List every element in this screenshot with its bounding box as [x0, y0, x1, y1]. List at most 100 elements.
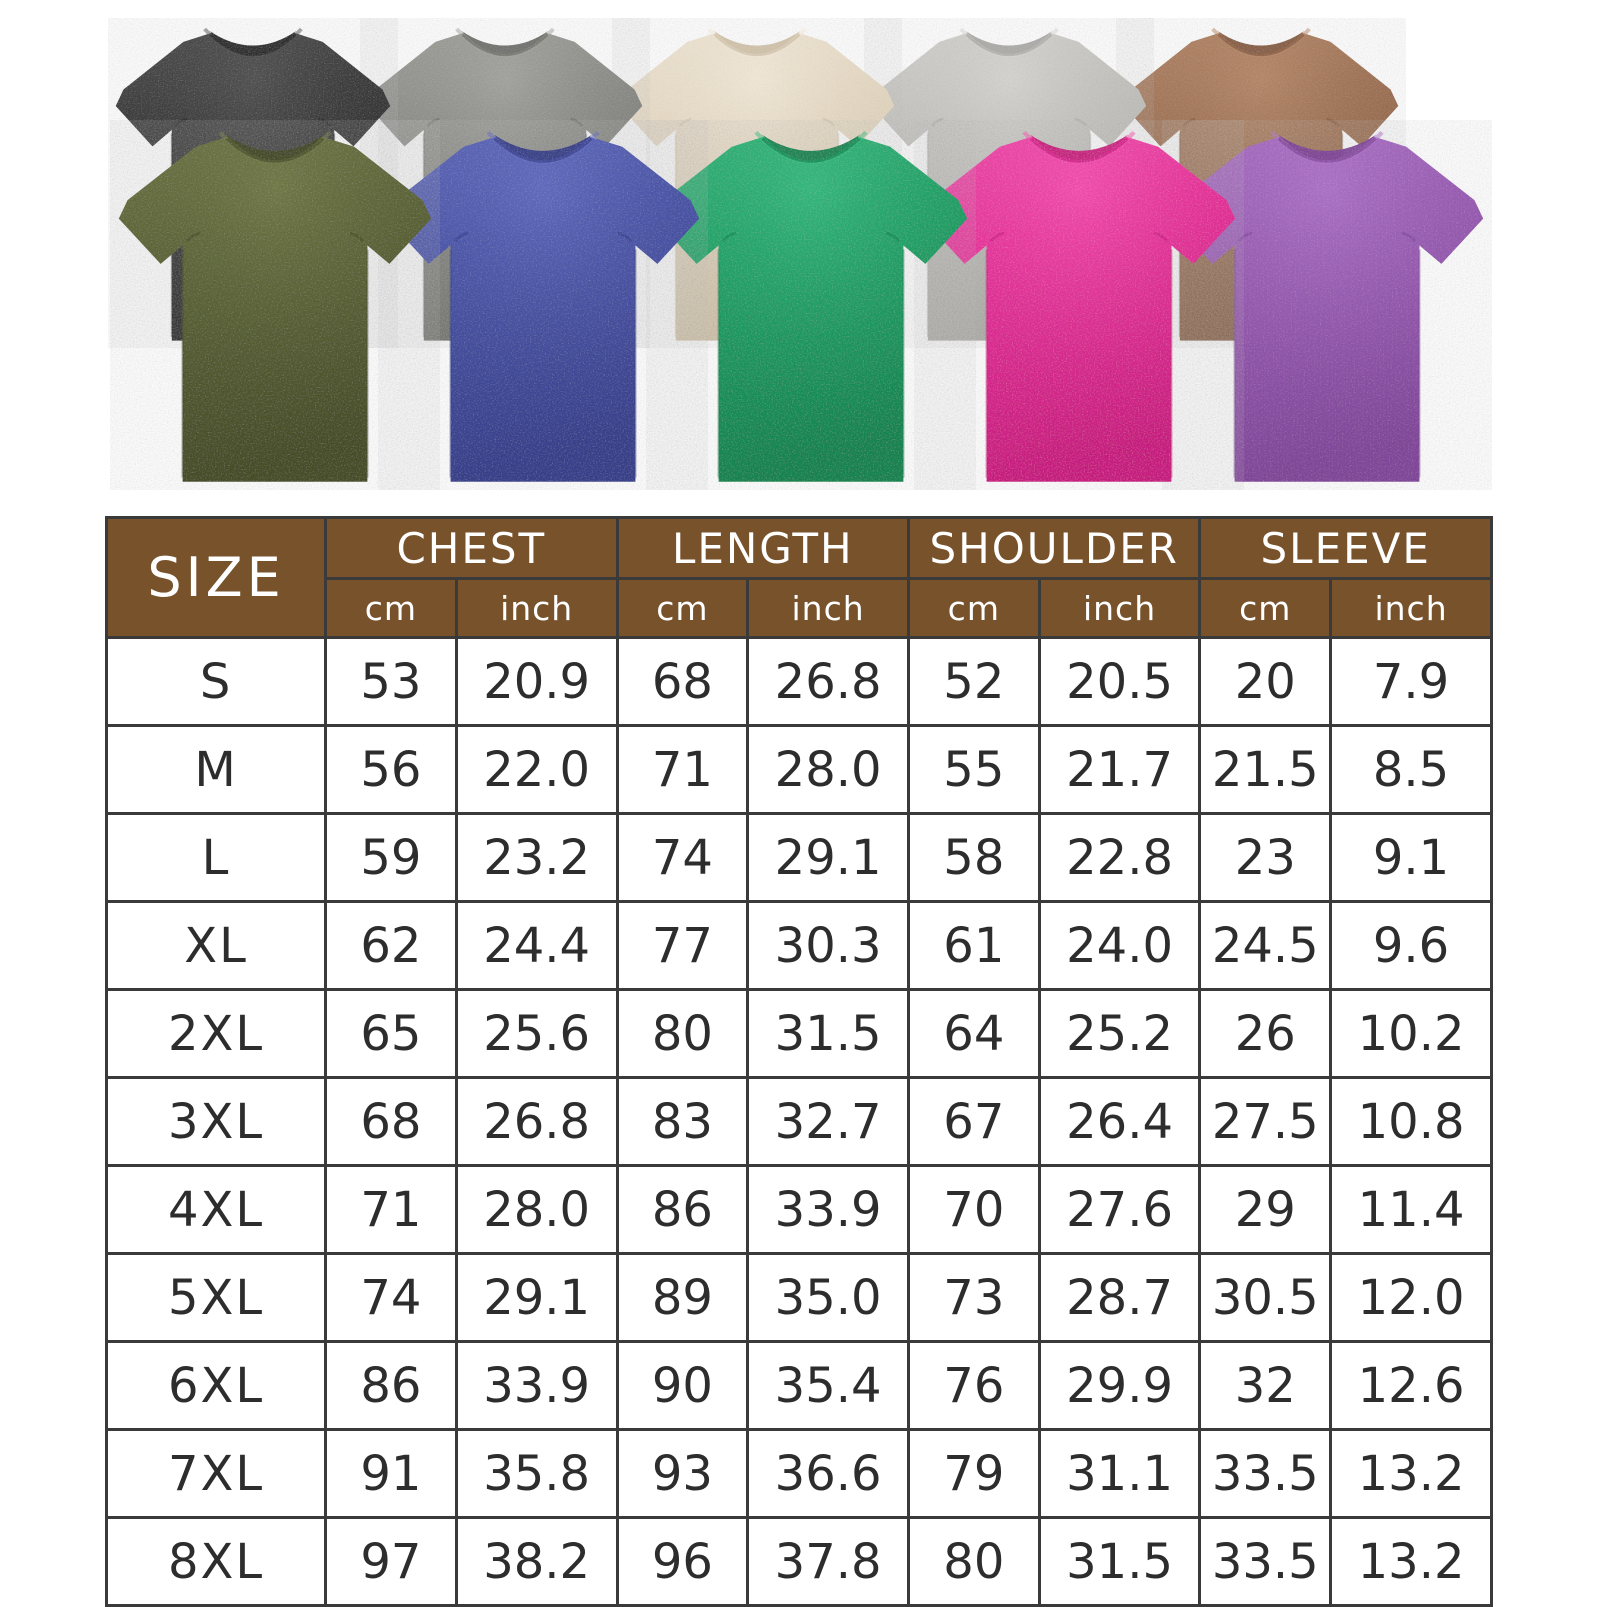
cell-measurement: 55	[907, 724, 1041, 815]
cell-measurement: 21.5	[1198, 724, 1333, 815]
cell-measurement: 28.7	[1037, 1252, 1202, 1343]
cell-size: 3XL	[104, 1076, 328, 1167]
cell-measurement: 58	[907, 812, 1041, 903]
cell-size: 6XL	[104, 1340, 328, 1431]
cell-measurement: 89	[615, 1252, 750, 1343]
cell-measurement: 35.8	[454, 1428, 619, 1519]
cell-measurement: 86	[615, 1164, 750, 1255]
header-group-chest: CHEST	[324, 516, 619, 580]
header-size: SIZE	[104, 516, 328, 639]
cell-measurement: 21.7	[1037, 724, 1202, 815]
size-chart-container: SIZE CHEST LENGTH SHOULDER SLEEVE cm inc…	[104, 516, 1493, 1607]
cell-measurement: 26	[1198, 988, 1333, 1079]
cell-size: 5XL	[104, 1252, 328, 1343]
cell-measurement: 13.2	[1329, 1516, 1493, 1607]
cell-measurement: 20	[1198, 636, 1333, 727]
cell-measurement: 86	[324, 1340, 458, 1431]
cell-size: M	[104, 724, 328, 815]
tshirt-pink	[914, 120, 1244, 490]
size-chart-body: S 53 20.9 68 26.8 52 20.5 20 7.9 M 56 22.0 71 28.0 55 2…	[104, 636, 1493, 1607]
cell-measurement: 59	[324, 812, 458, 903]
cell-measurement: 22.0	[454, 724, 619, 815]
cell-measurement: 36.6	[746, 1428, 910, 1519]
cell-size: L	[104, 812, 328, 903]
cell-measurement: 97	[324, 1516, 458, 1607]
cell-measurement: 91	[324, 1428, 458, 1519]
cell-measurement: 31.5	[1037, 1516, 1202, 1607]
cell-measurement: 80	[615, 988, 750, 1079]
cell-measurement: 71	[615, 724, 750, 815]
cell-measurement: 24.5	[1198, 900, 1333, 991]
cell-measurement: 71	[324, 1164, 458, 1255]
header-unit-sleeve-cm: cm	[1198, 577, 1333, 639]
size-chart-header: SIZE CHEST LENGTH SHOULDER SLEEVE cm inc…	[104, 516, 1493, 639]
cell-measurement: 9.1	[1329, 812, 1493, 903]
cell-measurement: 24.0	[1037, 900, 1202, 991]
table-row: 5XL 74 29.1 89 35.0 73 28.7 30.5 12.0	[104, 1252, 1493, 1343]
cell-measurement: 33.5	[1198, 1516, 1333, 1607]
table-row: 7XL 91 35.8 93 36.6 79 31.1 33.5 13.2	[104, 1428, 1493, 1519]
header-unit-sleeve-inch: inch	[1329, 577, 1493, 639]
cell-measurement: 73	[907, 1252, 1041, 1343]
cell-measurement: 62	[324, 900, 458, 991]
cell-measurement: 13.2	[1329, 1428, 1493, 1519]
cell-measurement: 30.5	[1198, 1252, 1333, 1343]
header-unit-chest-inch: inch	[454, 577, 619, 639]
header-unit-chest-cm: cm	[324, 577, 458, 639]
cell-measurement: 74	[615, 812, 750, 903]
header-unit-length-cm: cm	[615, 577, 750, 639]
cell-measurement: 29.9	[1037, 1340, 1202, 1431]
cell-measurement: 70	[907, 1164, 1041, 1255]
cell-measurement: 10.8	[1329, 1076, 1493, 1167]
tshirt-blue	[378, 120, 708, 490]
cell-measurement: 25.6	[454, 988, 619, 1079]
table-row: 2XL 65 25.6 80 31.5 64 25.2 26 10.2	[104, 988, 1493, 1079]
cell-measurement: 68	[615, 636, 750, 727]
cell-measurement: 83	[615, 1076, 750, 1167]
cell-measurement: 96	[615, 1516, 750, 1607]
header-group-length: LENGTH	[615, 516, 911, 580]
cell-measurement: 35.0	[746, 1252, 910, 1343]
cell-measurement: 38.2	[454, 1516, 619, 1607]
cell-measurement: 67	[907, 1076, 1041, 1167]
cell-measurement: 28.0	[454, 1164, 619, 1255]
cell-measurement: 26.4	[1037, 1076, 1202, 1167]
cell-measurement: 52	[907, 636, 1041, 727]
header-group-sleeve: SLEEVE	[1198, 516, 1493, 580]
tshirt-olive	[110, 120, 440, 490]
cell-measurement: 33.9	[454, 1340, 619, 1431]
cell-measurement: 68	[324, 1076, 458, 1167]
cell-measurement: 26.8	[746, 636, 910, 727]
cell-measurement: 27.6	[1037, 1164, 1202, 1255]
table-row: 8XL 97 38.2 96 37.8 80 31.5 33.5 13.2	[104, 1516, 1493, 1607]
cell-measurement: 23	[1198, 812, 1333, 903]
cell-measurement: 24.4	[454, 900, 619, 991]
cell-measurement: 90	[615, 1340, 750, 1431]
table-row: 6XL 86 33.9 90 35.4 76 29.9 32 12.6	[104, 1340, 1493, 1431]
cell-measurement: 29.1	[454, 1252, 619, 1343]
cell-measurement: 29	[1198, 1164, 1333, 1255]
cell-measurement: 25.2	[1037, 988, 1202, 1079]
cell-size: 2XL	[104, 988, 328, 1079]
cell-measurement: 12.0	[1329, 1252, 1493, 1343]
size-chart-table: SIZE CHEST LENGTH SHOULDER SLEEVE cm inc…	[104, 516, 1493, 1607]
cell-measurement: 93	[615, 1428, 750, 1519]
table-row: 4XL 71 28.0 86 33.9 70 27.6 29 11.4	[104, 1164, 1493, 1255]
cell-measurement: 27.5	[1198, 1076, 1333, 1167]
cell-measurement: 56	[324, 724, 458, 815]
cell-measurement: 74	[324, 1252, 458, 1343]
cell-measurement: 22.8	[1037, 812, 1202, 903]
cell-measurement: 33.5	[1198, 1428, 1333, 1519]
cell-measurement: 11.4	[1329, 1164, 1493, 1255]
cell-measurement: 53	[324, 636, 458, 727]
header-unit-length-inch: inch	[746, 577, 910, 639]
table-row: L 59 23.2 74 29.1 58 22.8 23 9.1	[104, 812, 1493, 903]
cell-measurement: 79	[907, 1428, 1041, 1519]
header-row-units: cm inch cm inch cm inch cm inch	[107, 577, 1493, 639]
cell-measurement: 29.1	[746, 812, 910, 903]
header-unit-shoulder-cm: cm	[907, 577, 1041, 639]
cell-measurement: 8.5	[1329, 724, 1493, 815]
cell-measurement: 31.5	[746, 988, 910, 1079]
header-unit-shoulder-inch: inch	[1037, 577, 1202, 639]
table-row: XL 62 24.4 77 30.3 61 24.0 24.5 9.6	[104, 900, 1493, 991]
